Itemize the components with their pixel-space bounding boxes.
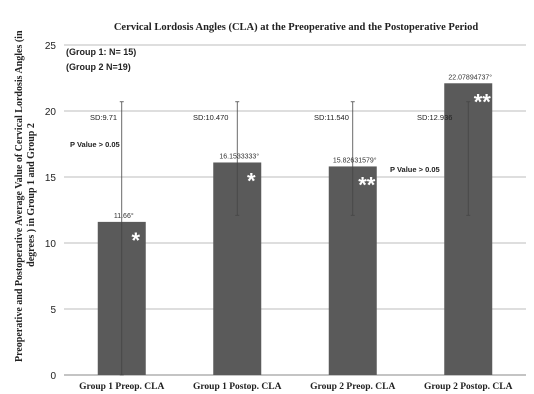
annotation-group-2: (Group 2 N=19) — [66, 62, 131, 72]
x-category-label: Group 1 Preop. CLA — [79, 382, 164, 392]
y-axis-label: Preoperative and Postoperative Average V… — [14, 28, 37, 362]
y-tick-label: 15 — [45, 173, 57, 184]
x-category-label: Group 2 Postop. CLA — [424, 382, 513, 392]
data-label: 22.07894737° — [448, 73, 492, 81]
x-category-label: Group 1 Postop. CLA — [193, 382, 282, 392]
y-axis-label-line-1: Preoperative and Postoperative Average V… — [14, 30, 25, 362]
y-axis-label-line-2: degrees ) in Group 1 and Group 2 — [26, 123, 37, 267]
y-tick-label: 0 — [50, 371, 56, 382]
data-label: 11.66° — [114, 212, 134, 220]
annotation-group-1: (Group 1: N= 15) — [66, 47, 136, 57]
chart-title: Cervical Lordosis Angles (CLA) at the Pr… — [114, 22, 478, 33]
p-value-annotation-1: P Value > 0.05 — [70, 140, 120, 149]
sd-label: SD:9.71 — [90, 113, 117, 122]
significance-mark: * — [247, 168, 256, 193]
significance-mark: ** — [474, 89, 492, 114]
x-category-label: Group 2 Preop. CLA — [310, 382, 395, 392]
data-label: 15.82631579° — [333, 156, 377, 164]
sd-label: SD:11.540 — [314, 113, 349, 122]
sd-label: SD:12.936 — [417, 113, 452, 122]
sd-label: SD:10.470 — [193, 113, 228, 122]
significance-mark: * — [131, 228, 140, 253]
p-value-annotation-2: P Value > 0.05 — [390, 165, 440, 174]
data-label: 16.1533333° — [219, 152, 259, 160]
y-tick-label: 5 — [50, 305, 56, 316]
significance-mark: ** — [358, 172, 376, 197]
y-tick-label: 25 — [45, 41, 57, 52]
y-tick-label: 20 — [45, 107, 57, 118]
y-tick-label: 10 — [45, 239, 57, 250]
